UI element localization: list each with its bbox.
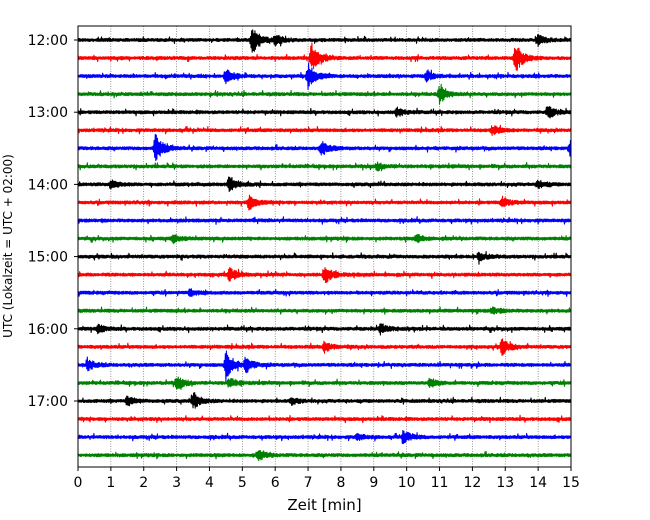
x-tick-label: 2 xyxy=(139,475,148,491)
seismic-trace-1215 xyxy=(77,42,572,71)
seismic-trace-1545 xyxy=(77,306,572,315)
x-tick-label: 14 xyxy=(529,475,547,491)
y-tick-label: 14:00 xyxy=(28,177,68,193)
seismic-trace-1730 xyxy=(77,429,572,445)
x-tick-label: 11 xyxy=(431,475,449,491)
seismic-trace-1745 xyxy=(77,450,572,462)
seismic-trace-1500 xyxy=(77,251,572,265)
x-tick-label: 4 xyxy=(205,475,214,491)
x-tick-label: 10 xyxy=(398,475,416,491)
plot-frame xyxy=(77,25,572,468)
x-axis-label: Zeit [min] xyxy=(287,496,361,514)
y-axis-label: UTC (Lokalzeit = UTC + 02:00) xyxy=(1,154,15,338)
seismic-trace-1445 xyxy=(77,233,572,245)
x-tick-label: 7 xyxy=(304,475,313,491)
y-tick-label: 13:00 xyxy=(28,105,68,121)
x-tick-label: 15 xyxy=(562,475,580,491)
seismic-trace-1200 xyxy=(77,29,572,53)
seismic-trace-1315 xyxy=(77,124,572,137)
seismic-trace-1230 xyxy=(77,62,572,91)
y-tick-label: 16:00 xyxy=(28,322,68,338)
seismic-trace-1415 xyxy=(77,194,572,211)
x-axis-ticks: 0 1 2 3 4 5 6 7 8 9 10 11 12 13 14 15 xyxy=(74,467,580,491)
seismic-trace-1630 xyxy=(77,350,572,382)
x-tick-label: 12 xyxy=(463,475,481,491)
seismic-trace-1600 xyxy=(77,323,572,336)
seismic-trace-1330 xyxy=(77,133,572,162)
vertical-grid xyxy=(110,26,539,467)
seismic-trace-1300 xyxy=(77,106,572,119)
seismic-trace-1515 xyxy=(77,266,572,284)
seismic-trace-1645 xyxy=(77,376,572,390)
x-tick-label: 3 xyxy=(172,475,181,491)
seismic-trace-1430 xyxy=(77,216,572,225)
x-tick-label: 1 xyxy=(106,475,115,491)
seismic-trace-1345 xyxy=(77,161,572,172)
x-tick-label: 8 xyxy=(336,475,345,491)
y-tick-label: 17:00 xyxy=(28,394,68,410)
seismic-trace-1530 xyxy=(77,288,572,297)
x-tick-label: 0 xyxy=(74,475,83,491)
y-tick-label: 15:00 xyxy=(28,250,68,266)
x-tick-label: 9 xyxy=(369,475,378,491)
x-tick-label: 5 xyxy=(238,475,247,491)
seismic-trace-1245 xyxy=(77,83,572,105)
y-tick-label: 12:00 xyxy=(28,33,68,49)
seismic-trace-1400 xyxy=(77,176,572,193)
trace-group xyxy=(77,29,572,462)
seismic-trace-1715 xyxy=(77,414,572,424)
seismic-trace-1615 xyxy=(77,338,572,357)
x-tick-label: 6 xyxy=(271,475,280,491)
y-axis-ticks: 12:00 13:00 14:00 15:00 16:00 17:00 xyxy=(28,33,78,410)
x-tick-label: 13 xyxy=(496,475,514,491)
seismic-trace-1700 xyxy=(77,392,572,409)
